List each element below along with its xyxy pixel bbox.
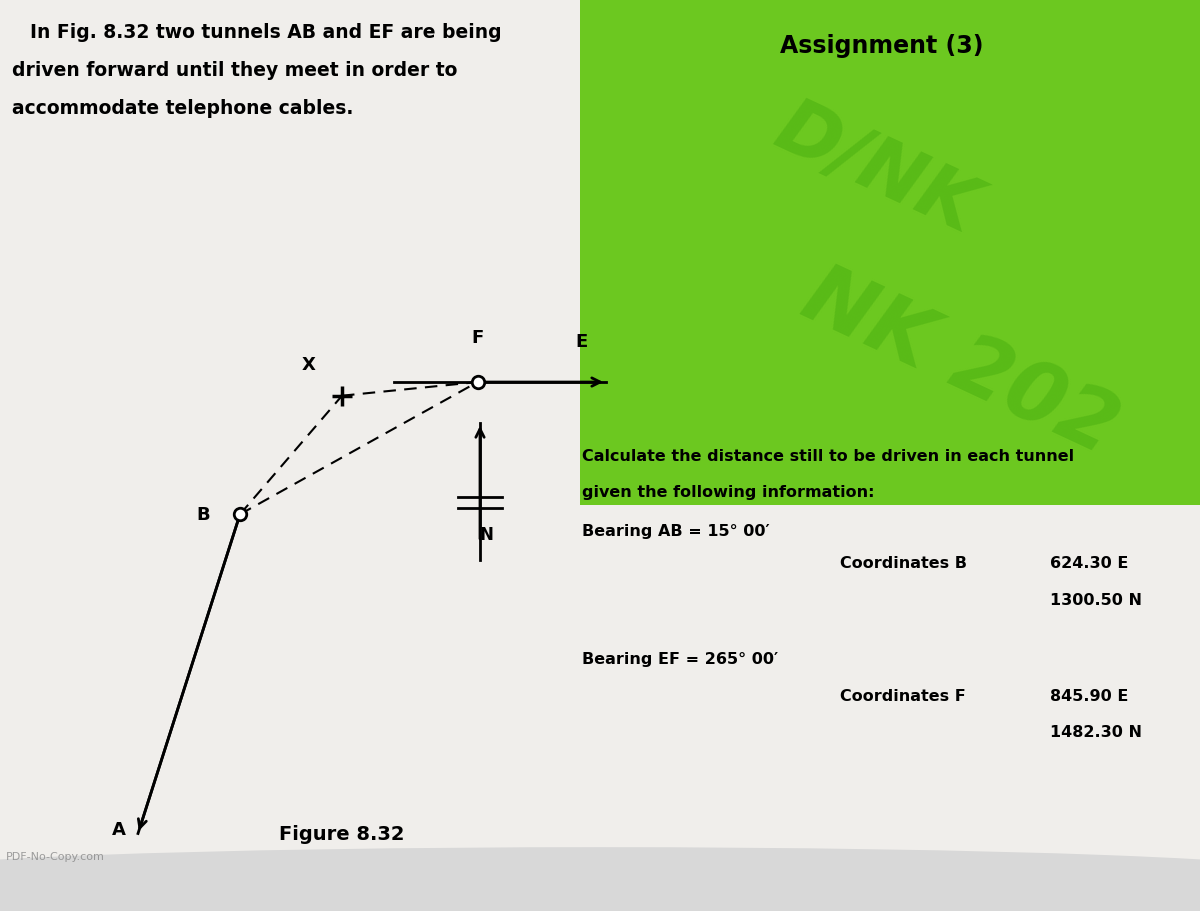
Text: driven forward until they meet in order to: driven forward until they meet in order … <box>12 61 457 80</box>
Text: X: X <box>301 355 316 374</box>
Bar <box>580 0 1200 506</box>
Text: Coordinates F: Coordinates F <box>840 688 966 702</box>
Text: Bearing EF = 265° 00′: Bearing EF = 265° 00′ <box>582 651 779 666</box>
Text: E: E <box>576 333 588 351</box>
Text: A: A <box>112 820 126 838</box>
Text: given the following information:: given the following information: <box>582 485 875 499</box>
Text: Coordinates B: Coordinates B <box>840 556 967 570</box>
Text: 1482.30 N: 1482.30 N <box>1050 724 1142 739</box>
Text: N: N <box>479 525 493 543</box>
Text: Calculate the distance still to be driven in each tunnel: Calculate the distance still to be drive… <box>582 448 1074 463</box>
Text: D/NK: D/NK <box>763 91 989 249</box>
Text: 1300.50 N: 1300.50 N <box>1050 592 1142 607</box>
Text: accommodate telephone cables.: accommodate telephone cables. <box>12 99 353 118</box>
Text: Bearing AB = 15° 00′: Bearing AB = 15° 00′ <box>582 524 769 538</box>
Text: In Fig. 8.32 two tunnels AB and EF are being: In Fig. 8.32 two tunnels AB and EF are b… <box>30 23 502 42</box>
Text: 845.90 E: 845.90 E <box>1050 688 1128 702</box>
Text: F: F <box>472 328 484 346</box>
Text: 624.30 E: 624.30 E <box>1050 556 1128 570</box>
Text: PDF-No-Copy.com: PDF-No-Copy.com <box>6 851 104 861</box>
Text: Assignment (3): Assignment (3) <box>780 34 984 57</box>
Ellipse shape <box>0 847 1200 902</box>
Text: NK 202: NK 202 <box>790 255 1130 471</box>
Text: Figure 8.32: Figure 8.32 <box>280 824 404 843</box>
Text: B: B <box>197 506 210 524</box>
